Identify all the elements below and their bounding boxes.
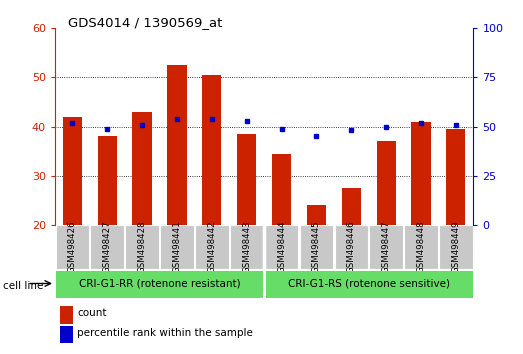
Bar xyxy=(307,205,326,225)
Bar xyxy=(404,225,438,269)
Bar xyxy=(439,225,473,269)
Text: GSM498447: GSM498447 xyxy=(382,221,391,273)
Bar xyxy=(446,129,465,225)
Bar xyxy=(167,65,187,225)
Bar xyxy=(55,270,264,298)
Bar xyxy=(126,225,159,269)
Bar xyxy=(265,225,298,269)
Bar xyxy=(55,225,89,269)
Text: GSM498428: GSM498428 xyxy=(138,221,146,273)
Bar xyxy=(237,134,256,225)
Bar xyxy=(230,225,264,269)
Bar xyxy=(369,225,403,269)
Bar xyxy=(272,154,291,225)
Text: count: count xyxy=(77,308,107,318)
Bar xyxy=(63,117,82,225)
Text: CRI-G1-RR (rotenone resistant): CRI-G1-RR (rotenone resistant) xyxy=(78,279,241,289)
Text: GSM498444: GSM498444 xyxy=(277,221,286,273)
Bar xyxy=(195,225,229,269)
Text: GSM498442: GSM498442 xyxy=(207,221,217,273)
Bar xyxy=(412,122,430,225)
Bar xyxy=(90,225,124,269)
Bar xyxy=(377,141,396,225)
Text: GSM498449: GSM498449 xyxy=(451,221,460,273)
Bar xyxy=(342,188,361,225)
Bar xyxy=(98,136,117,225)
Text: GSM498445: GSM498445 xyxy=(312,221,321,273)
Text: GSM498448: GSM498448 xyxy=(416,221,426,273)
Text: GSM498446: GSM498446 xyxy=(347,221,356,273)
Bar xyxy=(335,225,368,269)
Text: GDS4014 / 1390569_at: GDS4014 / 1390569_at xyxy=(68,16,222,29)
Bar xyxy=(300,225,333,269)
Text: GSM498427: GSM498427 xyxy=(103,221,112,273)
Bar xyxy=(160,225,194,269)
Text: GSM498443: GSM498443 xyxy=(242,221,251,273)
Text: CRI-G1-RS (rotenone sensitive): CRI-G1-RS (rotenone sensitive) xyxy=(288,279,450,289)
Bar xyxy=(202,75,221,225)
Bar xyxy=(266,270,474,298)
Text: percentile rank within the sample: percentile rank within the sample xyxy=(77,328,253,338)
Bar xyxy=(132,112,152,225)
Text: cell line: cell line xyxy=(3,281,43,291)
Text: GSM498426: GSM498426 xyxy=(68,221,77,273)
Text: GSM498441: GSM498441 xyxy=(173,221,181,273)
